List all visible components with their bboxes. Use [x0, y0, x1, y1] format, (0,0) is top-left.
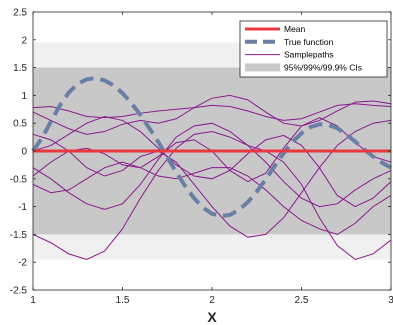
x-tick-label: 3	[388, 295, 393, 306]
y-tick-label: 1.5	[13, 63, 27, 74]
y-tick-label: -2.5	[10, 286, 28, 297]
y-tick-label: -1	[18, 202, 27, 213]
legend-label: Mean	[284, 24, 306, 34]
y-tick-label: 0	[21, 147, 27, 158]
true-function-line	[31, 76, 392, 219]
x-tick-label: 2	[209, 295, 215, 306]
sample-path-2	[32, 94, 392, 135]
y-tick-label: 0.5	[13, 119, 27, 130]
x-tick-label: 2.5	[295, 295, 309, 306]
legend-label: True function	[284, 37, 334, 47]
legend-label: Samplepaths	[284, 50, 334, 60]
sample-path-7	[32, 131, 392, 260]
y-tick-label: 1	[21, 91, 27, 102]
legend-swatch-ci	[245, 63, 280, 72]
sample-path-1	[32, 103, 392, 121]
sample-path-8	[32, 119, 392, 238]
sample-path-6	[32, 161, 392, 235]
y-tick-label: -2	[18, 258, 27, 269]
y-tick-label: 2.5	[13, 8, 27, 19]
legend: Mean True function Samplepaths 95%/99%/99.9…	[239, 20, 388, 78]
y-ticks: 2.5 2 1.5 1 0.5 0 -0.5 -1 -1.5 -2 -2.5	[10, 8, 391, 297]
true-function	[31, 76, 392, 219]
sample-path-3	[32, 116, 392, 208]
y-tick-label: -0.5	[10, 174, 28, 185]
legend-label: 95%/99%/99.9% CIs	[284, 62, 362, 72]
y-tick-label: 2	[21, 35, 27, 46]
x-axis-label: X	[207, 309, 217, 325]
y-tick-label: -1.5	[10, 230, 28, 241]
x-tick-label: 1.5	[116, 295, 130, 306]
sample-path-4	[32, 122, 392, 210]
x-tick-label: 1	[30, 295, 36, 306]
x-ticks: 1 1.5 2 2.5 3	[30, 12, 393, 306]
